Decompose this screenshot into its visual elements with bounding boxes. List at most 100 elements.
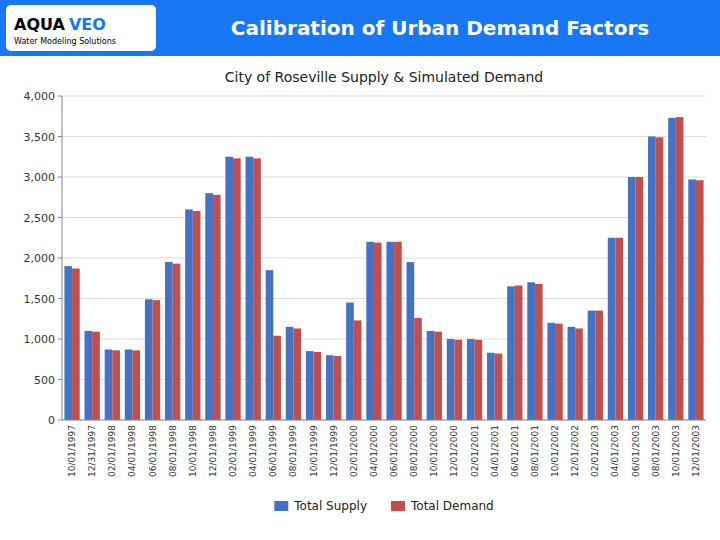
legend-label: Total Supply — [293, 499, 367, 513]
bar — [535, 284, 543, 420]
tick-label: 3,500 — [24, 131, 56, 144]
tick-label: 02/01/1999 — [228, 425, 238, 477]
tick-label: 0 — [48, 414, 55, 427]
bar — [515, 286, 523, 420]
bar — [273, 336, 281, 420]
bar — [568, 327, 576, 420]
tick-mark — [58, 177, 62, 178]
tick-label: 12/31/1997 — [87, 425, 97, 477]
legend-label: Total Demand — [410, 499, 494, 513]
logo-text: VEO — [69, 15, 106, 34]
tick-label: 500 — [34, 374, 55, 387]
tick-label: 04/01/1998 — [127, 425, 137, 477]
tick-mark — [58, 136, 62, 137]
tick-label: 08/01/2000 — [409, 425, 419, 477]
bar — [354, 320, 362, 420]
tick-label: 10/01/2002 — [550, 425, 560, 477]
tick-label: 10/01/1999 — [309, 425, 319, 477]
tick-label: 08/01/1999 — [288, 425, 298, 477]
bar — [346, 303, 354, 420]
bar — [595, 311, 603, 420]
bar — [306, 351, 314, 420]
legend: Total Supply Total Demand — [274, 499, 493, 513]
bar — [648, 137, 656, 421]
grid-line — [62, 136, 706, 137]
grid-line — [62, 217, 706, 218]
tick-mark — [58, 96, 62, 97]
bar — [414, 318, 422, 420]
bar — [656, 137, 664, 420]
x-axis-line — [62, 420, 706, 421]
tick-mark — [58, 339, 62, 340]
bar — [467, 339, 475, 420]
bar — [427, 331, 435, 420]
chart-title: City of Roseville Supply & Simulated Dem… — [225, 69, 544, 85]
tick-label: 3,000 — [24, 171, 56, 184]
bar — [636, 177, 644, 420]
bar — [225, 157, 233, 420]
tick-label: 08/01/2003 — [651, 425, 661, 477]
bar — [434, 332, 442, 420]
bar — [495, 354, 503, 420]
bar — [314, 352, 322, 420]
tick-label: 12/01/2002 — [570, 425, 580, 477]
tick-label: 10/01/1998 — [188, 425, 198, 477]
tick-label: 1,500 — [24, 293, 56, 306]
bar — [366, 242, 374, 420]
tick-label: 04/01/1999 — [248, 425, 258, 477]
bar — [447, 339, 455, 420]
tick-label: 04/01/2001 — [490, 425, 500, 477]
logo-text: AQUA — [14, 15, 65, 34]
bar — [145, 299, 153, 420]
bar — [615, 238, 623, 420]
tick-mark — [58, 217, 62, 218]
chart: AQUAVEOWater Modeling SolutionsCalibrati… — [0, 0, 720, 540]
bar — [105, 350, 113, 420]
tick-label: 06/01/1999 — [268, 425, 278, 477]
tick-mark — [58, 298, 62, 299]
bar — [608, 238, 616, 420]
bar — [507, 286, 515, 420]
bar — [326, 355, 334, 420]
bar — [374, 243, 382, 420]
legend-swatch — [274, 501, 288, 511]
bar — [475, 340, 483, 420]
bar — [165, 262, 173, 420]
tick-label: 02/01/2001 — [470, 425, 480, 477]
tick-label: 12/01/2003 — [691, 425, 701, 477]
bar — [688, 179, 696, 420]
bar — [334, 356, 342, 420]
tick-label: 04/01/2000 — [369, 425, 379, 477]
tick-mark — [58, 258, 62, 259]
bar — [253, 158, 261, 420]
bar — [185, 209, 193, 420]
tick-label: 08/01/2001 — [530, 425, 540, 477]
bar — [628, 177, 636, 420]
tick-label: 12/01/2000 — [449, 425, 459, 477]
tick-label: 1,000 — [24, 333, 56, 346]
bar — [676, 117, 684, 420]
tick-label: 06/01/2001 — [510, 425, 520, 477]
bar — [132, 350, 140, 420]
tick-label: 02/01/2003 — [590, 425, 600, 477]
tick-label: 06/01/1998 — [148, 425, 158, 477]
tick-label: 06/01/2000 — [389, 425, 399, 477]
header — [0, 0, 720, 56]
bar — [588, 311, 596, 420]
logo-box — [6, 5, 156, 51]
bar — [394, 242, 402, 420]
tick-mark — [58, 420, 62, 421]
tick-label: 12/01/1998 — [208, 425, 218, 477]
legend-swatch — [391, 501, 405, 511]
x-axis: 10/01/199712/31/199702/01/199804/01/1998… — [67, 425, 701, 477]
grid-line — [62, 96, 706, 97]
bar — [293, 328, 301, 420]
bar — [205, 193, 213, 420]
grid — [62, 96, 706, 420]
bar — [153, 300, 161, 420]
tick-label: 4,000 — [24, 90, 56, 103]
bar — [193, 211, 201, 420]
bar — [527, 282, 535, 420]
grid-line — [62, 177, 706, 178]
bar — [125, 350, 133, 420]
